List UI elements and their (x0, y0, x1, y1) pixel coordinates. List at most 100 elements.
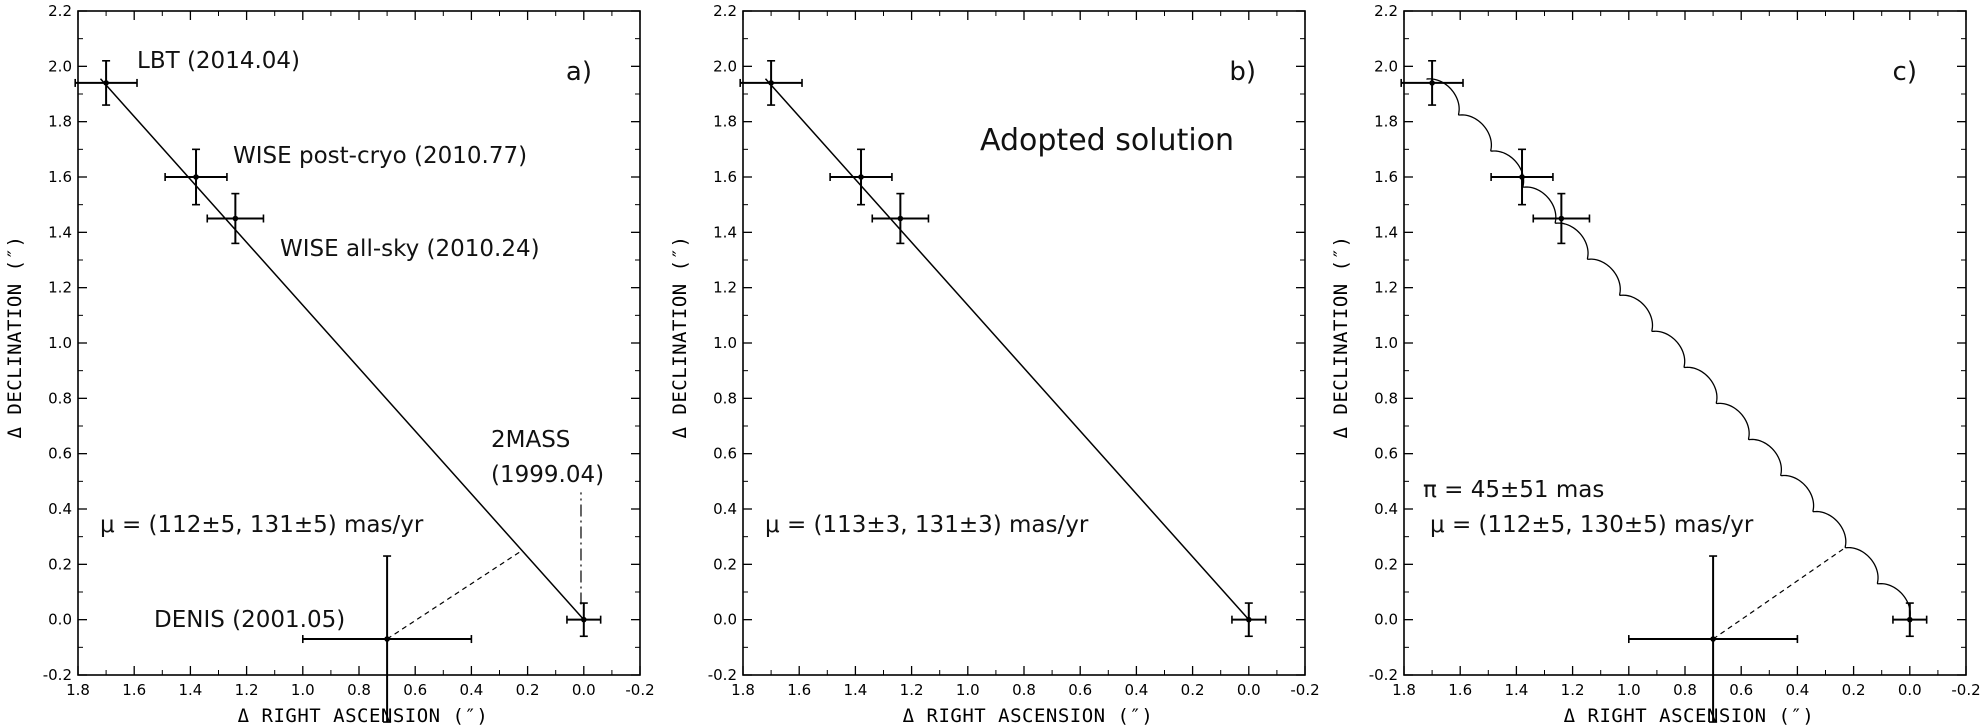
data-point (1490, 148, 1554, 206)
x-tick-label: 0.6 (403, 681, 427, 699)
x-axis-label: Δ RIGHT ASCENSION (″) (238, 705, 489, 727)
y-tick-label: 0.0 (48, 611, 72, 629)
panel-a-chart: 1.8 1.6 1.4 1.2 1.0 0.8 0.6 0.4 0.2 0.0 -0.2 -0.2 0.… (4, 2, 655, 727)
panel-label: b) (1229, 57, 1256, 87)
y-tick-label: 0.8 (48, 389, 72, 407)
annotation-2mass-epoch: (1999.04) (491, 462, 604, 488)
panel-c-chart: 1.8 1.6 1.4 1.2 1.0 0.8 0.6 0.4 0.2 0.0 -0.2 -0.2 0.… (1330, 2, 1981, 727)
x-tick-label: 1.8 (66, 681, 90, 699)
x-tick-label: 0.4 (1124, 681, 1148, 699)
x-tick-label: 1.0 (291, 681, 315, 699)
y-tick-label: 0.6 (713, 445, 737, 463)
data-marker (1710, 636, 1716, 642)
y-tick-label: 0.4 (713, 500, 737, 518)
x-tick-label: 1.8 (1392, 681, 1416, 699)
y-tick-label: 1.2 (1374, 279, 1398, 297)
y-tick-label: 1.2 (48, 279, 72, 297)
data-marker (1429, 80, 1435, 86)
y-tick-label: 1.0 (48, 334, 72, 352)
data-marker (232, 215, 239, 222)
x-tick-label: 1.2 (1561, 681, 1585, 699)
y-tick-label: 1.0 (1374, 334, 1398, 352)
data-point (739, 59, 803, 106)
y-tick-label: 0.8 (1374, 389, 1398, 407)
parallax-track (1426, 78, 1911, 620)
x-tick-label: 1.8 (731, 681, 755, 699)
x-tick-label: 0.2 (516, 681, 540, 699)
x-tick-label: 1.0 (956, 681, 980, 699)
annotation-wise-post-cryo: WISE post-cryo (2010.77) (233, 143, 527, 169)
data-point (301, 555, 473, 723)
data-point (164, 148, 228, 206)
x-tick-label: 0.0 (1237, 681, 1261, 699)
y-tick-label: 2.2 (48, 2, 72, 20)
y-tick-label: -0.2 (1369, 666, 1398, 684)
x-tick-label: 1.4 (178, 681, 202, 699)
data-marker (768, 80, 774, 86)
x-tick-label: 0.4 (459, 681, 483, 699)
data-point (871, 192, 930, 245)
data-marker (897, 215, 904, 222)
y-tick-label: 0.2 (48, 555, 72, 573)
y-tick-label: 1.6 (1374, 168, 1398, 186)
y-tick-label: 1.6 (713, 168, 737, 186)
y-tick-label: 1.6 (48, 168, 72, 186)
data-point (1532, 192, 1591, 245)
data-marker (1907, 616, 1913, 623)
proper-motion-line (764, 78, 1250, 621)
y-tick-label: 1.8 (48, 113, 72, 131)
data-point (829, 148, 893, 206)
y-tick-label: 0.8 (713, 389, 737, 407)
x-tick-label: 1.6 (787, 681, 811, 699)
y-tick-label: 0.6 (48, 445, 72, 463)
panel-label: a) (566, 57, 592, 87)
panel-b-chart: 1.8 1.6 1.4 1.2 1.0 0.8 0.6 0.4 0.2 0.0 -0.2 -0.2 0.… (669, 2, 1320, 727)
x-tick-label: 1.4 (1504, 681, 1528, 699)
x-tick-label: 0.8 (1673, 681, 1697, 699)
y-tick-label: 2.0 (1374, 57, 1398, 75)
y-tick-label: 0.0 (1374, 611, 1398, 629)
y-tick-label: -0.2 (708, 666, 737, 684)
x-tick-label: -0.2 (625, 681, 654, 699)
annotation-wise-all-sky: WISE all-sky (2010.24) (280, 236, 540, 262)
x-tick-label: 1.4 (843, 681, 867, 699)
x-axis-label: Δ RIGHT ASCENSION (″) (1564, 705, 1815, 727)
data-point (1628, 555, 1799, 723)
x-tick-label: 1.6 (1448, 681, 1472, 699)
y-tick-label: 0.2 (713, 555, 737, 573)
y-tick-label: -0.2 (43, 666, 72, 684)
x-tick-label: 0.0 (572, 681, 596, 699)
annotation-denis: DENIS (2001.05) (154, 607, 345, 633)
annotation-lbt: LBT (2014.04) (137, 48, 300, 74)
data-point (74, 59, 138, 106)
proper-motion-line (99, 78, 585, 621)
y-axis-label: Δ DECLINATION (″) (1330, 236, 1352, 439)
y-tick-label: 1.0 (713, 334, 737, 352)
y-tick-label: 1.4 (713, 223, 737, 241)
y-tick-label: 1.2 (713, 279, 737, 297)
y-tick-label: 0.4 (48, 500, 72, 518)
data-point (1400, 59, 1464, 106)
x-tick-label: 0.2 (1181, 681, 1205, 699)
y-tick-label: 1.4 (1374, 223, 1398, 241)
x-tick-label: 0.2 (1842, 681, 1866, 699)
y-tick-label: 2.0 (713, 57, 737, 75)
x-tick-label: 1.2 (900, 681, 924, 699)
x-tick-label: -0.2 (1951, 681, 1980, 699)
annotation-proper-motion: μ = (112±5, 131±5) mas/yr (100, 512, 424, 538)
y-axis-label: Δ DECLINATION (″) (4, 236, 26, 439)
data-marker (1246, 616, 1252, 623)
y-tick-label: 0.0 (713, 611, 737, 629)
data-marker (384, 636, 390, 642)
data-marker (858, 174, 864, 180)
x-tick-label: 0.4 (1785, 681, 1809, 699)
y-tick-label: 2.0 (48, 57, 72, 75)
y-tick-label: 1.8 (1374, 113, 1398, 131)
annotation-proper-motion: μ = (112±5, 130±5) mas/yr (1430, 512, 1754, 538)
x-tick-label: 0.8 (347, 681, 371, 699)
data-marker (581, 616, 587, 623)
data-marker (1519, 174, 1525, 180)
x-tick-label: 0.6 (1729, 681, 1753, 699)
data-point (566, 602, 602, 638)
